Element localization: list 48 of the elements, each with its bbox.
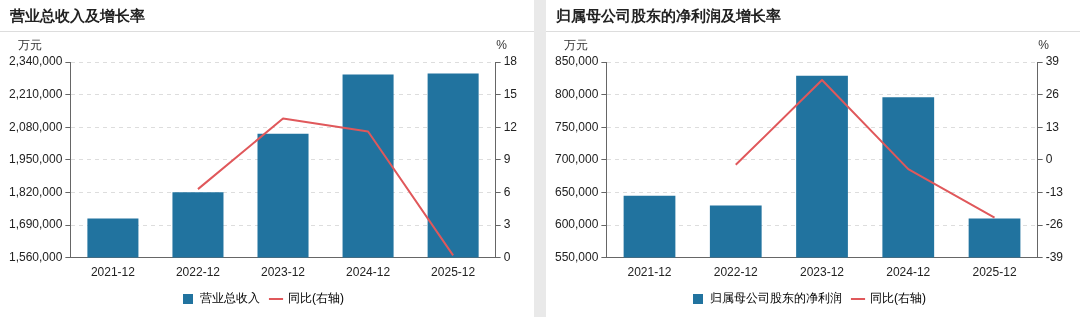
x-tick-label: 2021-12 xyxy=(90,265,136,280)
x-tick-label: 2023-12 xyxy=(261,265,306,280)
x-tick-label: 2023-12 xyxy=(799,265,845,280)
y-tick-label: 2,340,000 xyxy=(8,54,63,69)
y-tick-label: 850,000 xyxy=(554,54,599,69)
y-tick-label: 550,000 xyxy=(554,249,599,264)
y2-axis-title: % xyxy=(1038,38,1050,53)
y2-tick-label: 12 xyxy=(503,119,518,134)
x-tick-label: 2024-12 xyxy=(346,265,391,280)
y2-axis-title: % xyxy=(496,38,508,53)
y2-tick-label: 0 xyxy=(1045,152,1053,167)
y-tick-label: 600,000 xyxy=(554,217,599,232)
legend-label: 营业总收入 xyxy=(200,291,260,306)
legend-label: 同比(右轴) xyxy=(870,291,926,306)
y-tick-label: 700,000 xyxy=(554,152,599,167)
y-tick-label: 800,000 xyxy=(554,86,599,101)
y-tick-label: 750,000 xyxy=(554,119,599,134)
y-axis-title: 万元 xyxy=(18,38,42,53)
y-tick-label: 650,000 xyxy=(554,184,599,199)
x-tick-label: 2021-12 xyxy=(627,265,672,280)
y2-tick-label: 15 xyxy=(503,86,518,101)
y2-tick-label: 0 xyxy=(503,249,511,264)
y-tick-label: 1,820,000 xyxy=(8,184,63,199)
y-tick-label: 2,210,000 xyxy=(8,86,63,101)
y2-tick-label: 26 xyxy=(1045,86,1060,101)
legend-label: 同比(右轴) xyxy=(288,291,344,306)
y2-tick-label: 6 xyxy=(503,184,511,199)
legend-label: 归属母公司股东的净利润 xyxy=(710,291,842,306)
x-tick-label: 2024-12 xyxy=(886,265,931,280)
y-axis-title: 万元 xyxy=(564,38,588,53)
y-tick-label: 2,080,000 xyxy=(8,119,63,134)
x-tick-label: 2025-12 xyxy=(972,265,1017,280)
y-tick-label: 1,950,000 xyxy=(8,152,63,167)
chart-title: 营业总收入及增长率 xyxy=(0,0,534,32)
x-tick-label: 2022-12 xyxy=(175,265,221,280)
y2-tick-label: -39 xyxy=(1045,249,1064,264)
y2-tick-label: 18 xyxy=(503,54,518,69)
y-tick-label: 1,560,000 xyxy=(8,249,63,264)
y2-tick-label: 3 xyxy=(503,217,511,232)
x-tick-label: 2022-12 xyxy=(713,265,759,280)
y2-tick-label: 9 xyxy=(503,152,511,167)
y2-tick-label: 39 xyxy=(1045,54,1060,69)
y-tick-label: 1,690,000 xyxy=(8,217,63,232)
y2-tick-label: -26 xyxy=(1045,217,1064,232)
y2-tick-label: 13 xyxy=(1045,119,1060,134)
x-tick-label: 2025-12 xyxy=(431,265,476,280)
y2-tick-label: -13 xyxy=(1045,184,1064,199)
chart-title: 归属母公司股东的净利润及增长率 xyxy=(546,0,1080,32)
